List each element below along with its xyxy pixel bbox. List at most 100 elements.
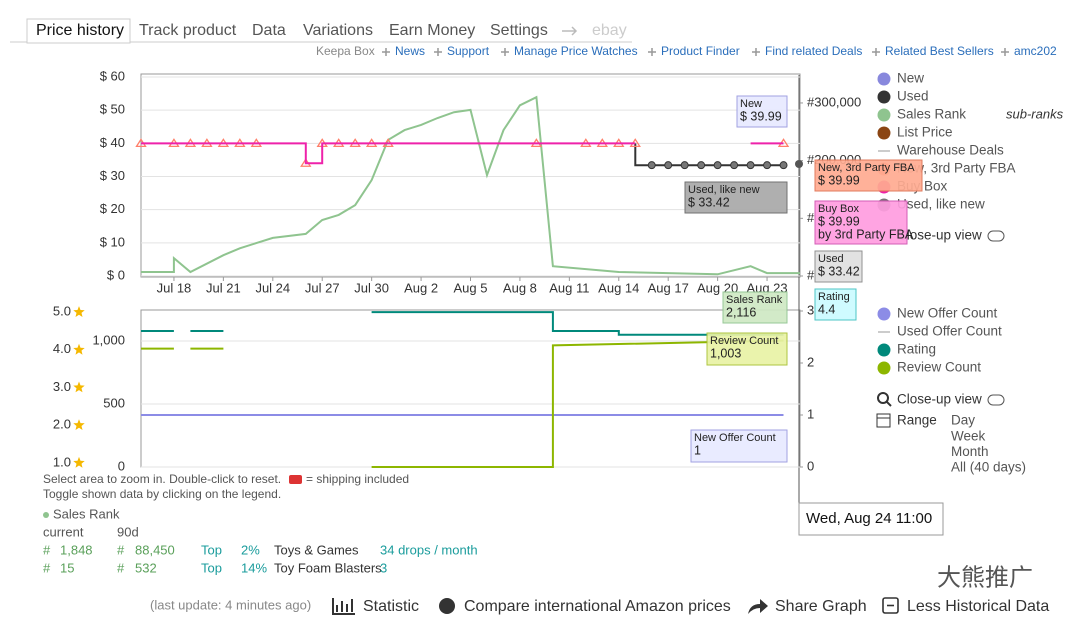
- legend-entry[interactable]: Review Count: [897, 360, 981, 375]
- tooltip-text: 2,116: [726, 305, 756, 319]
- sales-rank-cell: 532: [135, 560, 157, 575]
- statistic-button[interactable]: Statistic: [363, 598, 419, 615]
- tooltip-text: $ 33.42: [818, 264, 860, 278]
- tab[interactable]: Earn Money: [389, 22, 475, 39]
- watermark: 大熊推广: [937, 564, 1033, 591]
- data-marker: [680, 161, 689, 170]
- y-tick-label: $ 10: [100, 234, 125, 249]
- sub-ranks-label[interactable]: sub-ranks: [1006, 106, 1064, 121]
- close-up-toggle[interactable]: Close-up view: [897, 228, 982, 243]
- share-button[interactable]: Share Graph: [775, 598, 867, 615]
- close-up-toggle[interactable]: Close-up view: [897, 392, 982, 407]
- range-label: Range: [897, 413, 937, 428]
- legend-swatch: [877, 72, 891, 86]
- y-tick-label: $ 30: [100, 168, 125, 183]
- tooltip-box: [722, 291, 788, 324]
- nav-link[interactable]: Product Finder: [661, 44, 740, 58]
- sales-rank-dot: [43, 512, 49, 518]
- range-option[interactable]: Week: [951, 428, 986, 443]
- rating-tick-label: 3.0: [53, 379, 71, 394]
- x-tick-label: Jul 21: [206, 280, 241, 295]
- sales-rank-cell: 15: [60, 560, 74, 575]
- sales-rank-cell: Top: [201, 542, 222, 557]
- toggle-switch[interactable]: [987, 394, 1005, 406]
- tooltip-text: Used, like new: [688, 184, 760, 196]
- legend-entry[interactable]: Used: [897, 89, 929, 104]
- tab[interactable]: Track product: [139, 22, 237, 39]
- legend-entry[interactable]: New Offer Count: [897, 306, 998, 321]
- legend-entry[interactable]: Used, like new: [897, 197, 985, 212]
- x-tick-label: Jul 18: [157, 280, 192, 295]
- tab[interactable]: Variations: [303, 22, 373, 39]
- rating-tick-label: 2.0: [53, 417, 71, 432]
- nav-link[interactable]: News: [395, 44, 425, 58]
- y2-tick-label: #: [807, 210, 815, 225]
- x-tick-label: Aug 8: [503, 280, 537, 295]
- nav-link[interactable]: Manage Price Watches: [514, 44, 638, 58]
- tooltip-box: [814, 250, 863, 283]
- sales-rank-cell: 3: [380, 560, 387, 575]
- tab[interactable]: Data: [252, 22, 286, 39]
- legend-entry[interactable]: New: [897, 71, 924, 86]
- star-icon: [73, 343, 85, 355]
- tab[interactable]: Settings: [490, 22, 548, 39]
- search-icon: [886, 401, 892, 407]
- tooltip-box: [706, 332, 788, 366]
- sales-rank-cell: 14%: [241, 560, 267, 575]
- star-icon: [73, 381, 85, 393]
- y2-tick-label: 0: [807, 458, 814, 473]
- legend-entry[interactable]: Sales Rank: [897, 107, 966, 122]
- data-marker: [746, 161, 755, 170]
- search-icon: [877, 392, 889, 404]
- compare-button[interactable]: Compare international Amazon prices: [464, 598, 731, 615]
- sales-rank-header: current: [43, 524, 84, 539]
- legend-entry[interactable]: Used Offer Count: [897, 324, 1002, 339]
- tooltip-box: [690, 429, 788, 463]
- arrow-icon: [562, 26, 578, 36]
- data-marker: [779, 161, 788, 170]
- legend-entry[interactable]: New, 3rd Party FBA: [897, 161, 1016, 176]
- nav-link[interactable]: Find related Deals: [765, 44, 862, 58]
- rating-tick-label: 1.0: [53, 454, 71, 469]
- nav-link[interactable]: Support: [447, 44, 490, 58]
- data-marker: [713, 161, 722, 170]
- x-tick-label: Aug 17: [648, 280, 689, 295]
- hover-point: [795, 160, 803, 168]
- tooltip-text: 1,003: [710, 346, 741, 360]
- y2-tick-label: #300,000: [807, 94, 861, 109]
- y-tick-label: $ 50: [100, 102, 125, 117]
- range-option[interactable]: Day: [951, 413, 975, 428]
- range-option[interactable]: Month: [951, 444, 989, 459]
- nav-link[interactable]: Related Best Sellers: [885, 44, 994, 58]
- tooltip-text: New: [740, 98, 762, 110]
- tooltip-text: Review Count: [710, 335, 778, 347]
- history-button[interactable]: Less Historical Data: [907, 598, 1049, 615]
- data-marker: [697, 161, 706, 170]
- legend-swatch: [877, 361, 891, 375]
- tooltip-text: by 3rd Party FBA: [818, 227, 914, 241]
- legend-swatch: [877, 90, 891, 104]
- sales-rank-cell: #: [117, 542, 125, 557]
- sales-rank-cell: 34 drops / month: [380, 542, 478, 557]
- tab[interactable]: ebay: [592, 22, 627, 39]
- legend-entry[interactable]: Rating: [897, 342, 936, 357]
- range-option[interactable]: All (40 days): [951, 460, 1026, 475]
- legend-entry[interactable]: Warehouse Deals: [897, 143, 1004, 158]
- globe-icon: [439, 598, 455, 614]
- sales-rank-cell: #: [43, 542, 51, 557]
- nav-link: Keepa Box: [316, 44, 375, 58]
- toggle-switch[interactable]: [987, 230, 1005, 242]
- nav-link[interactable]: amc202: [1014, 44, 1057, 58]
- tooltip-box: [736, 95, 788, 128]
- separator: [872, 48, 880, 56]
- rating-tick-label: 5.0: [53, 304, 71, 319]
- hover-date-box: [798, 502, 944, 536]
- y-tick-label: $ 40: [100, 135, 125, 150]
- tab[interactable]: Price history: [36, 22, 124, 39]
- legend-entry[interactable]: List Price: [897, 125, 953, 140]
- separator: [1001, 48, 1009, 56]
- data-marker: [763, 161, 772, 170]
- data-marker: [647, 161, 656, 170]
- y-tick-label: $ 20: [100, 201, 125, 216]
